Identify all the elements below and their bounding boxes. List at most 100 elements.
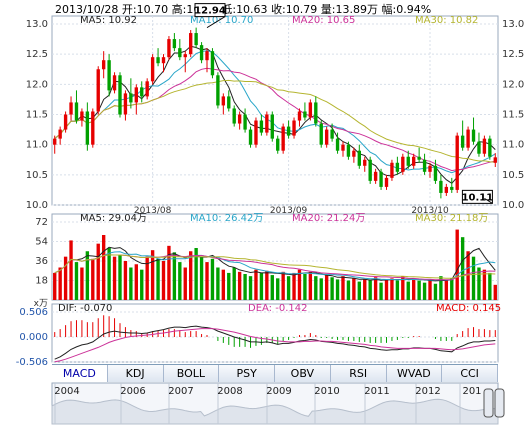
candle-body xyxy=(53,138,57,145)
tab-kdj[interactable]: KDJ xyxy=(107,365,164,382)
price-callout-box xyxy=(194,3,226,18)
candle-body xyxy=(460,135,465,148)
candle-body xyxy=(178,48,182,58)
volume-unit: x万 xyxy=(34,299,48,309)
candle-body xyxy=(281,126,285,151)
price-tick-left: 13.0 xyxy=(26,19,48,30)
volume-bar xyxy=(129,267,133,300)
candle-body xyxy=(341,144,345,151)
candle-body xyxy=(450,186,454,190)
candle-body xyxy=(482,138,487,154)
low-value: 10.63 xyxy=(236,3,268,16)
macd-legend-item: DIF: -0.070 xyxy=(58,303,112,314)
navigator-year-label: 2012 xyxy=(415,386,440,397)
volume-bar xyxy=(80,267,84,300)
candle-body xyxy=(297,111,302,121)
navigator-handle-left[interactable] xyxy=(483,388,494,418)
volume-bar xyxy=(319,278,323,300)
change-label: 幅: xyxy=(381,3,397,16)
date-navigator: 2004 2006 2007 2008 2009 2010 2011 2012 201 xyxy=(51,382,505,425)
navigator-year-label: 2010 xyxy=(314,386,339,397)
navigator-area xyxy=(51,398,499,425)
candle-body xyxy=(477,141,481,154)
navigator-handle-right[interactable] xyxy=(494,388,505,418)
volume-bar xyxy=(156,258,160,300)
navigator-year-label: 2006 xyxy=(120,386,145,397)
candle-body xyxy=(69,102,73,115)
tab-cci[interactable]: CCI xyxy=(442,365,498,382)
volume-bar xyxy=(134,264,138,300)
volume-bar xyxy=(167,245,171,300)
candle-body xyxy=(205,51,209,61)
tab-psy[interactable]: PSY xyxy=(219,365,275,382)
price-tick-right: 11.5 xyxy=(502,110,524,121)
candle-body xyxy=(390,162,394,178)
volume-bar xyxy=(189,251,193,300)
price-panel: 13.0 13.0 12.5 12.5 12.0 12.0 11.5 11.5 11.0 11.0… xyxy=(26,3,524,216)
ma-legend-item: MA10: 10.70 xyxy=(190,15,253,26)
candle-body xyxy=(112,75,117,91)
x-axis-label: 2013/08 xyxy=(134,206,172,216)
volume-bar xyxy=(53,272,57,300)
volume-bar xyxy=(439,276,443,300)
price-callout-box xyxy=(461,189,493,204)
high-label: 高: xyxy=(171,3,187,16)
candle-body xyxy=(265,114,269,133)
candle-body xyxy=(194,33,198,46)
tab-wvad[interactable]: WVAD xyxy=(386,365,443,382)
candle-body xyxy=(232,108,236,124)
volume-bar xyxy=(172,252,177,300)
indicator-tabs: MACD KDJ BOLL PSY OBV RSI WVAD CCI xyxy=(52,364,498,382)
price-tick-right: 10.5 xyxy=(502,170,524,181)
volume-bar xyxy=(286,276,291,300)
candle-body xyxy=(254,120,258,145)
navigator-year-label: 2007 xyxy=(168,386,193,397)
candle-body xyxy=(140,87,144,97)
volume-bar xyxy=(248,276,253,300)
candle-body xyxy=(216,75,220,106)
tab-boll[interactable]: BOLL xyxy=(163,365,220,382)
open-label: 开: xyxy=(121,3,137,16)
price-tick-left: 12.0 xyxy=(26,79,48,90)
candle-body xyxy=(221,96,226,106)
volume-bar xyxy=(194,248,198,300)
volume-bar xyxy=(422,282,427,300)
volume-bar xyxy=(488,272,492,300)
tab-macd[interactable]: MACD xyxy=(52,365,108,382)
price-tick-left: 11.0 xyxy=(26,140,48,151)
x-axis-label: 2013/09 xyxy=(270,206,308,216)
candle-body xyxy=(412,156,416,166)
candle-body xyxy=(303,111,307,118)
candle-body xyxy=(314,102,318,124)
quote-date: 2013/10/28 xyxy=(55,3,119,16)
volume-ma10-line xyxy=(54,251,496,281)
volume-bar xyxy=(363,279,367,300)
candle-body xyxy=(118,75,122,115)
volume-bar xyxy=(335,279,340,300)
volume-bar xyxy=(341,276,345,300)
volume-bar xyxy=(330,277,334,300)
candle-body xyxy=(363,159,367,166)
close-label: 收: xyxy=(271,3,286,16)
volume-bar xyxy=(96,243,100,300)
tab-rsi[interactable]: RSI xyxy=(330,365,387,382)
volume-bar xyxy=(466,251,470,300)
candle-body xyxy=(167,39,171,58)
candle-body xyxy=(433,165,438,181)
volume-bar xyxy=(237,271,242,300)
candle-body xyxy=(368,159,372,181)
candle-body xyxy=(384,177,389,187)
candle-body xyxy=(156,57,160,64)
volume-legend-item: MA20: 21.24万 xyxy=(292,213,365,224)
macd-tick: 0.000 xyxy=(19,332,48,343)
volume-bar xyxy=(270,275,274,300)
volume-bar xyxy=(324,275,329,300)
volume-bar xyxy=(357,281,361,300)
candle-body xyxy=(58,129,62,139)
tab-obv[interactable]: OBV xyxy=(275,365,331,382)
volume-bar xyxy=(460,237,465,300)
candle-body xyxy=(422,159,427,172)
volume-value: 13.89万 xyxy=(335,3,379,16)
volume-bar xyxy=(346,280,351,300)
candle-body xyxy=(145,81,149,97)
